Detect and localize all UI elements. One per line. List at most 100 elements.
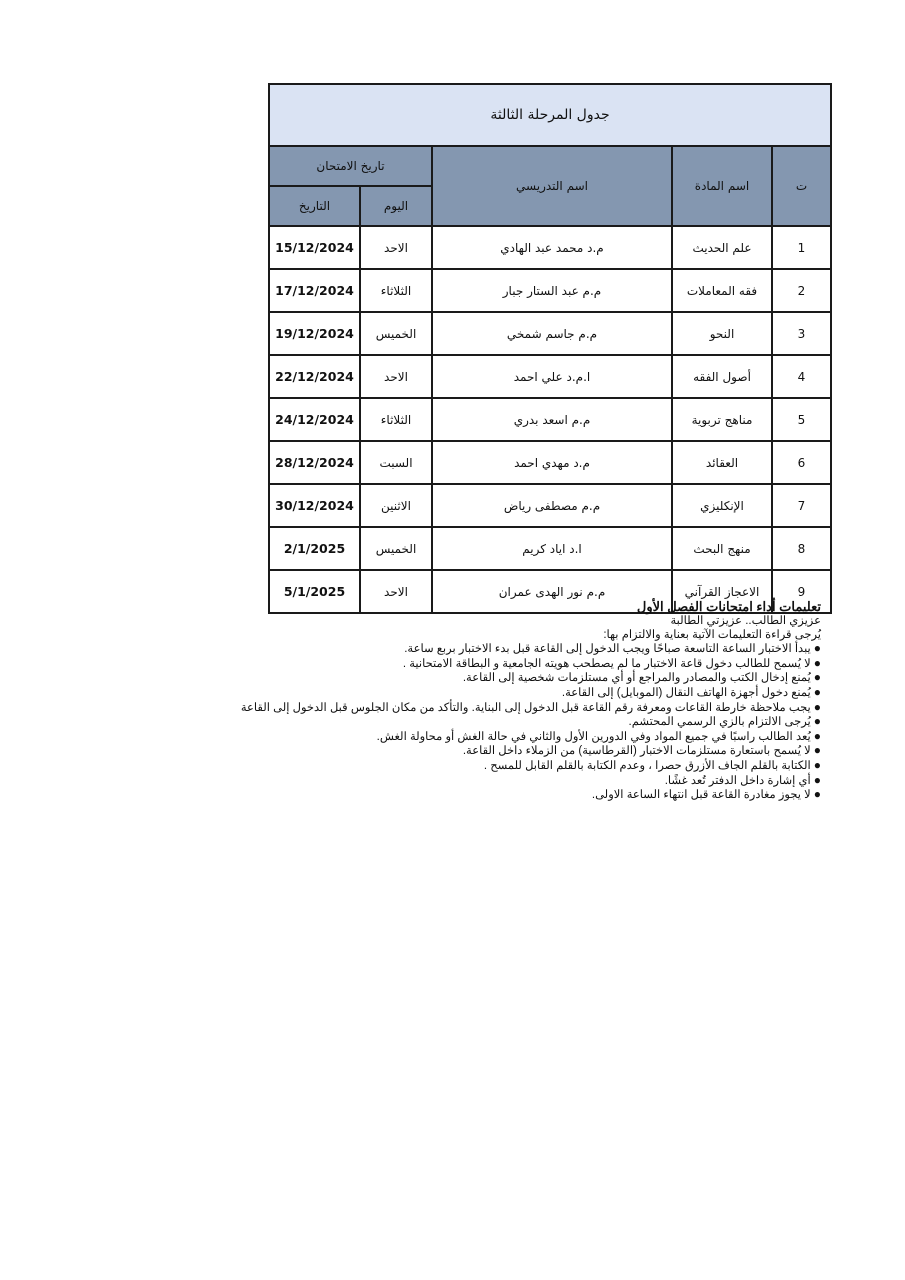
cell-date: 24/12/2024 (268, 397, 361, 442)
cell-teacher: م.د محمد عبد الهادي (431, 225, 673, 270)
instruction-item: ●يُعد الطالب راسبًا في جميع المواد وفي ا… (241, 728, 821, 745)
cell-num: 2 (771, 268, 832, 313)
table-row: 4 أصول الفقه ا.م.د علي احمد الاحد 22/12/2024 (268, 354, 832, 399)
cell-date: 19/12/2024 (268, 311, 361, 356)
instruction-item: ●الكتابة بالقلم الجاف الأزرق حصرا ، وعدم… (241, 757, 821, 774)
table-row: 6 العقائد م.د مهدي احمد السبت 28/12/2024 (268, 440, 832, 485)
header-num: ت (771, 145, 832, 227)
cell-subject: الاعجاز القرآني (671, 569, 773, 614)
cell-num: 5 (771, 397, 832, 442)
instructions-heading: تعليمات أداء امتحانات الفصل الأول (636, 599, 821, 614)
instruction-text: لا يُسمح للطالب دخول قاعة الاختبار ما لم… (402, 657, 811, 670)
instructions: تعليمات أداء امتحانات الفصل الأول عزيزي … (241, 599, 821, 803)
instruction-item: ●يجب ملاحظة خارطة القاعات ومعرفة رقم الق… (240, 699, 821, 716)
instruction-text: أي إشارة داخل الدفتر تُعد غشًا. (664, 774, 811, 787)
cell-teacher: ا.م.د علي احمد (431, 354, 673, 399)
cell-num: 4 (771, 354, 832, 399)
cell-teacher: م.م نور الهدى عمران (431, 569, 673, 614)
cell-day: الاحد (359, 569, 433, 614)
cell-day: السبت (359, 440, 433, 485)
cell-date: 15/12/2024 (268, 225, 361, 270)
instruction-text: يُعد الطالب راسبًا في جميع المواد وفي ال… (376, 730, 811, 743)
greeting: عزيزي الطالب.. عزيزتي الطالبة (670, 615, 821, 627)
cell-subject: منهج البحث (671, 526, 773, 571)
table-row: 9 الاعجاز القرآني م.م نور الهدى عمران الاحد… (268, 569, 832, 614)
header-subject: اسم المادة (671, 145, 773, 227)
cell-subject: الإنكليزي (671, 483, 773, 528)
bullet-icon: ● (813, 684, 821, 699)
cell-day: الخميس (359, 526, 433, 571)
instruction-text: الكتابة بالقلم الجاف الأزرق حصرا ، وعدم … (483, 759, 811, 772)
cell-date: 2/1/2025 (268, 526, 361, 571)
cell-date: 30/12/2024 (268, 483, 361, 528)
intro: يُرجى قراءة التعليمات الآتية بعناية والا… (603, 628, 821, 641)
cell-subject: مناهج تربوية (671, 397, 773, 442)
cell-day: الخميس (359, 311, 433, 356)
bullet-icon: ● (813, 787, 821, 802)
cell-date: 28/12/2024 (268, 440, 361, 485)
instruction-item: ●يُرجى الالتزام بالزي الرسمي المحتشم. (241, 714, 821, 730)
bullet-icon: ● (813, 655, 821, 670)
cell-day: الاثنين (359, 483, 433, 528)
cell-num: 6 (771, 440, 832, 485)
instruction-text: يُمنع دخول أجهزة الهاتف النقال (الموبايل… (561, 686, 811, 699)
bullet-icon: ● (813, 728, 821, 743)
table-row: 1 علم الحديث م.د محمد عبد الهادي الاحد 15/12… (268, 225, 832, 270)
cell-day: الثلاثاء (359, 397, 433, 442)
header-day: اليوم (359, 185, 433, 227)
instruction-text: لا يجوز مغادرة القاعة قبل انتهاء الساعة … (591, 789, 811, 802)
header-date: التاريخ (268, 185, 361, 227)
cell-subject: النحو (671, 311, 773, 356)
bullet-icon: ● (813, 714, 821, 729)
cell-num: 3 (771, 311, 832, 356)
bullet-icon: ● (813, 641, 821, 656)
cell-num: 1 (771, 225, 832, 270)
table-row: 8 منهج البحث ا.د اياد كريم الخميس 2/1/2025 (268, 526, 832, 571)
instruction-item: ●يُمنع دخول أجهزة الهاتف النقال (الموباي… (241, 684, 821, 701)
cell-date: 22/12/2024 (268, 354, 361, 399)
cell-num: 9 (771, 569, 832, 614)
bullet-icon: ● (813, 699, 821, 714)
bullet-icon: ● (813, 670, 821, 685)
instruction-text: لا يُسمح باستعارة مستلزمات الاختبار (الق… (462, 745, 811, 758)
cell-teacher: م.م مصطفى رياض (431, 483, 673, 528)
cell-date: 17/12/2024 (268, 268, 361, 313)
cell-teacher: م.م جاسم شمخي (431, 311, 673, 356)
cell-subject: فقه المعاملات (671, 268, 773, 313)
table-row: 5 مناهج تربوية م.م اسعد بدري الثلاثاء 24/12/… (268, 397, 832, 442)
cell-subject: أصول الفقه (671, 354, 773, 399)
cell-teacher: م.د مهدي احمد (431, 440, 673, 485)
cell-day: الثلاثاء (359, 268, 433, 313)
cell-date: 5/1/2025 (268, 569, 361, 614)
bullet-icon: ● (813, 757, 821, 772)
instruction-item: ●يُمنع إدخال الكتب والمصادر والمراجع أو … (241, 671, 821, 686)
cell-num: 8 (771, 526, 832, 571)
cell-teacher: ا.د اياد كريم (431, 526, 673, 571)
instruction-text: يبدأ الاختبار الساعة التاسعة صباحًا ويجب… (404, 643, 811, 656)
cell-subject: علم الحديث (671, 225, 773, 270)
instruction-item: ●يبدأ الاختبار الساعة التاسعة صباحًا ويج… (241, 641, 821, 657)
instruction-text: يجب ملاحظة خارطة القاعات ومعرفة رقم القا… (240, 701, 811, 714)
header-exam-date: تاريخ الامتحان (268, 145, 433, 187)
cell-subject: العقائد (671, 440, 773, 485)
cell-teacher: م.م عبد الستار جبار (431, 268, 673, 313)
table-row: 2 فقه المعاملات م.م عبد الستار جبار الثلاثا… (268, 268, 832, 313)
table-row: 7 الإنكليزي م.م مصطفى رياض الاثنين 30/12/202… (268, 483, 832, 528)
instruction-item: ●لا يجوز مغادرة القاعة قبل انتهاء الساعة… (241, 787, 821, 803)
bullet-icon: ● (813, 743, 821, 758)
instruction-text: يُمنع إدخال الكتب والمصادر والمراجع أو أ… (462, 672, 811, 685)
table-row: 3 النحو م.م جاسم شمخي الخميس 19/12/2024 (268, 311, 832, 356)
cell-num: 7 (771, 483, 832, 528)
instruction-text: يُرجى الالتزام بالزي الرسمي المحتشم. (628, 716, 811, 729)
table-title: جدول المرحلة الثالثة (268, 83, 832, 147)
instruction-item: ●لا يُسمح للطالب دخول قاعة الاختبار ما ل… (241, 655, 821, 672)
instruction-item: ●لا يُسمح باستعارة مستلزمات الاختبار (ال… (241, 744, 821, 759)
bullet-icon: ● (813, 772, 821, 787)
cell-day: الاحد (359, 225, 433, 270)
header-teacher: اسم التدريسي (431, 145, 673, 227)
cell-teacher: م.م اسعد بدري (431, 397, 673, 442)
cell-day: الاحد (359, 354, 433, 399)
instruction-item: ●أي إشارة داخل الدفتر تُعد غشًا. (241, 772, 821, 789)
exam-schedule-table: جدول المرحلة الثالثة ت اسم المادة اسم ال… (268, 83, 832, 614)
